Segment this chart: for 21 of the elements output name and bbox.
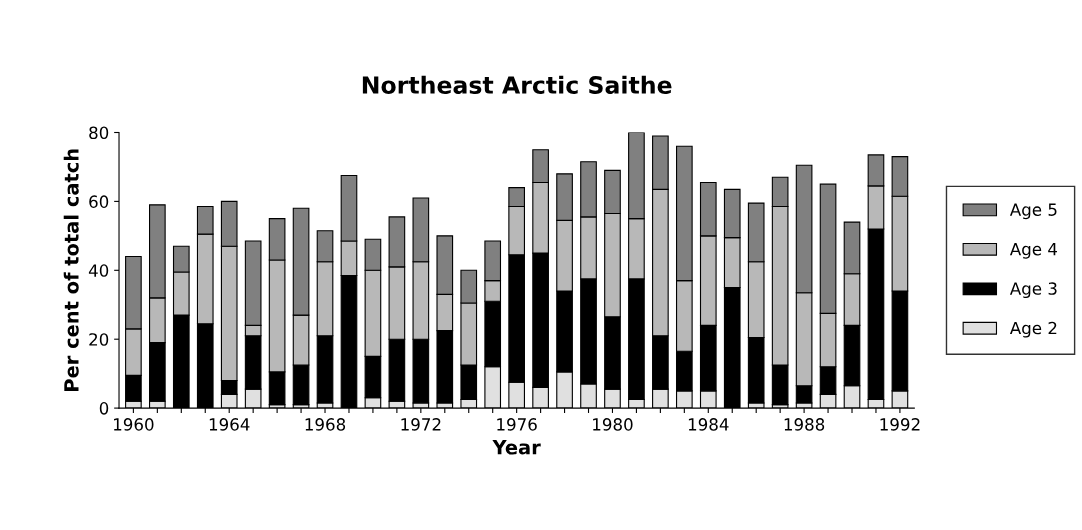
x-tick-label: 1968 [305,418,346,431]
x-tick-label: 1992 [880,418,920,431]
chart-title: Northeast Arctic Saithe [362,75,672,94]
y-tick-label: 60 [89,195,109,208]
x-tick-label: 1972 [401,418,441,431]
y-tick-label: 0 [99,402,109,415]
y-tick-label: 40 [88,264,109,277]
legend-label: Age 3 [1009,282,1057,299]
y-axis-title: Per cent of total catch [63,149,79,391]
x-tick-label: 1980 [593,418,633,431]
x-tick-label: 1984 [688,418,729,431]
x-axis-title: Year [492,440,541,455]
legend-label: Age 2 [1009,321,1057,338]
x-tick-label: 1960 [114,418,154,431]
x-tick-label: 1988 [784,418,825,431]
legend-label: Age 4 [1009,243,1058,259]
legend-label: Age 5 [1009,203,1057,220]
y-tick-label: 20 [89,333,109,346]
x-tick-label: 1964 [209,418,250,431]
x-tick-label: 1976 [497,418,537,431]
y-tick-label: 80 [89,126,109,140]
